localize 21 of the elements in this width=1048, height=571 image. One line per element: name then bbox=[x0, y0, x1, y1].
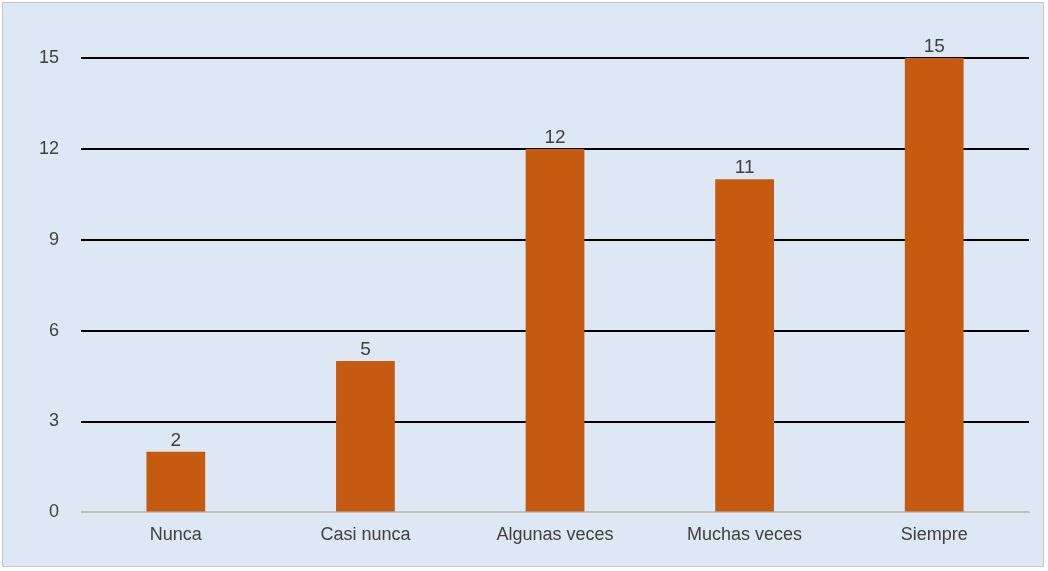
data-label: 15 bbox=[923, 34, 945, 56]
y-tick-label: 15 bbox=[38, 46, 60, 67]
bar bbox=[336, 360, 395, 512]
y-tick-label: 12 bbox=[38, 137, 60, 158]
x-tick-label: Algunas veces bbox=[496, 524, 614, 545]
data-label: 2 bbox=[170, 428, 182, 450]
data-label: 11 bbox=[734, 155, 755, 177]
x-tick-label: Nunca bbox=[149, 524, 203, 545]
x-tick-label: Muchas veces bbox=[687, 524, 803, 545]
y-tick-label: 3 bbox=[49, 410, 60, 431]
bar bbox=[525, 148, 585, 512]
y-tick-label: 9 bbox=[49, 228, 60, 249]
data-label: 12 bbox=[544, 125, 566, 147]
bar bbox=[715, 179, 774, 512]
bar bbox=[146, 451, 206, 512]
y-tick-label: 6 bbox=[49, 319, 60, 340]
x-tick-label: Siempre bbox=[900, 524, 968, 545]
bar bbox=[904, 58, 964, 512]
x-tick-label: Casi nunca bbox=[320, 524, 412, 545]
y-tick-label: 0 bbox=[49, 501, 60, 522]
data-label: 5 bbox=[360, 337, 371, 359]
